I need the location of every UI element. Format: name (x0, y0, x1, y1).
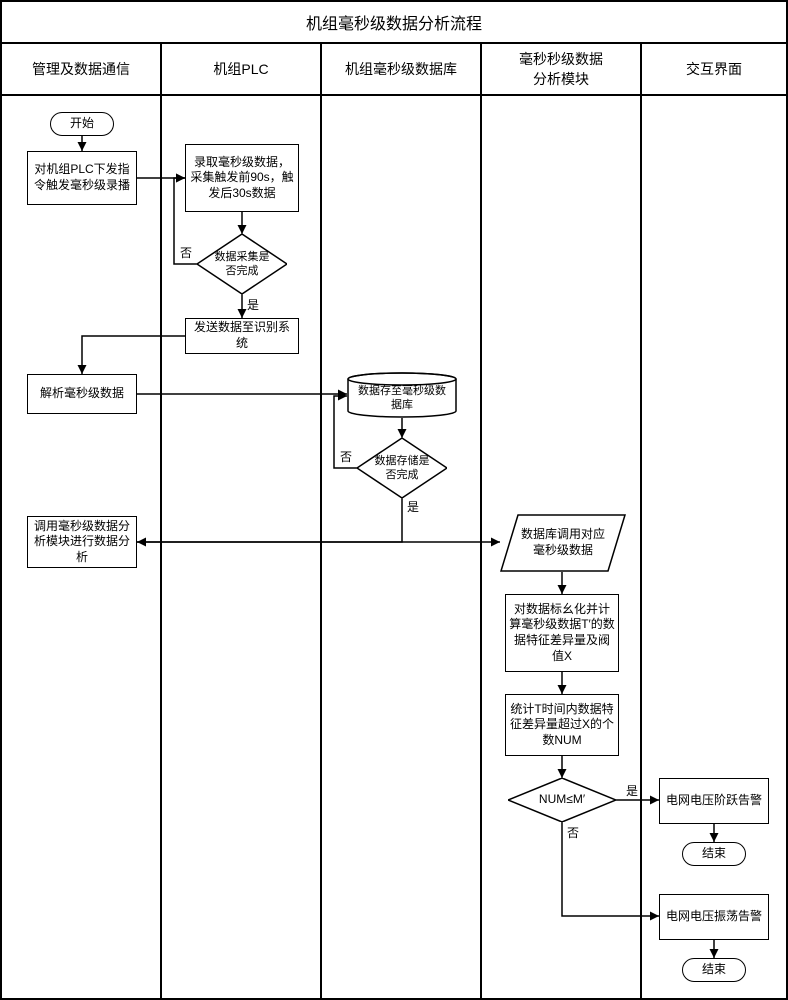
io-db-fetch: 数据库调用对应毫秒级数据 (500, 514, 626, 572)
d1-yes-label: 是 (247, 296, 259, 313)
n6-label: 数据库调用对应毫秒级数据 (517, 527, 609, 558)
n2-label: 录取毫秒级数据，采集触发前90s，触发后30s数据 (189, 155, 295, 202)
col-header-5: 交互界面 (642, 44, 786, 94)
d1-label: 数据采集是否完成 (212, 250, 272, 279)
d3-no-label: 否 (567, 824, 579, 841)
n4-label: 解析毫秒级数据 (40, 386, 124, 402)
col-header-2: 机组PLC (162, 44, 322, 94)
decision-collect-done: 数据采集是否完成 (197, 234, 287, 294)
flowchart-container: 机组毫秒级数据分析流程 管理及数据通信 机组PLC 机组毫秒级数据库 毫秒秒级数… (0, 0, 788, 1000)
decision-num-le-m: NUM≤M′ (508, 778, 616, 822)
col-divider-1 (160, 96, 162, 998)
col-divider-2 (320, 96, 322, 998)
start-label: 开始 (70, 116, 94, 132)
process-count-num: 统计T时间内数据特征差异量超过X的个数NUM (505, 694, 619, 756)
d2-yes-label: 是 (407, 498, 419, 515)
db-label: 数据存至毫秒级数据库 (354, 378, 450, 413)
process-issue-cmd: 对机组PLC下发指令触发毫秒级录播 (27, 151, 137, 205)
n1-label: 对机组PLC下发指令触发毫秒级录播 (31, 162, 133, 193)
process-step-alarm: 电网电压阶跃告警 (659, 778, 769, 824)
d1-no-label: 否 (180, 244, 192, 261)
terminator-end2: 结束 (682, 958, 746, 982)
swimlane-header-row: 管理及数据通信 机组PLC 机组毫秒级数据库 毫秒秒级数据 分析模块 交互界面 (2, 44, 786, 96)
title-row: 机组毫秒级数据分析流程 (2, 2, 786, 44)
n10-label: 电网电压振荡告警 (666, 909, 762, 925)
terminator-end1: 结束 (682, 842, 746, 866)
process-osc-alarm: 电网电压振荡告警 (659, 894, 769, 940)
process-send-data: 发送数据至识别系统 (185, 318, 299, 354)
d2-label: 数据存储是否完成 (372, 454, 432, 483)
process-record-ms: 录取毫秒级数据，采集触发前90s，触发后30s数据 (185, 144, 299, 212)
process-invoke-analysis: 调用毫秒级数据分析模块进行数据分析 (27, 516, 137, 568)
end2-label: 结束 (702, 962, 726, 978)
col-divider-4 (640, 96, 642, 998)
datastore-ms-db: 数据存至毫秒级数据库 (347, 372, 457, 418)
d3-label: NUM≤M′ (539, 792, 585, 808)
process-normalize: 对数据标幺化并计算毫秒级数据T′的数据特征差异量及阀值X (505, 594, 619, 672)
diagram-title: 机组毫秒级数据分析流程 (306, 10, 482, 34)
col-header-3: 机组毫秒级数据库 (322, 44, 482, 94)
decision-store-done: 数据存储是否完成 (357, 438, 447, 498)
n3-label: 发送数据至识别系统 (189, 320, 295, 351)
col-divider-3 (480, 96, 482, 998)
swimlane-body: 开始 对机组PLC下发指令触发毫秒级录播 录取毫秒级数据，采集触发前90s，触发… (2, 96, 786, 998)
n7-label: 对数据标幺化并计算毫秒级数据T′的数据特征差异量及阀值X (509, 602, 615, 664)
terminator-start: 开始 (50, 112, 114, 136)
n5-label: 调用毫秒级数据分析模块进行数据分析 (31, 519, 133, 566)
end1-label: 结束 (702, 846, 726, 862)
d2-no-label: 否 (340, 448, 352, 465)
process-parse-ms: 解析毫秒级数据 (27, 374, 137, 414)
col-header-4: 毫秒秒级数据 分析模块 (482, 44, 642, 94)
n8-label: 统计T时间内数据特征差异量超过X的个数NUM (509, 702, 615, 749)
n9-label: 电网电压阶跃告警 (666, 793, 762, 809)
col-header-1: 管理及数据通信 (2, 44, 162, 94)
d3-yes-label: 是 (626, 782, 638, 799)
